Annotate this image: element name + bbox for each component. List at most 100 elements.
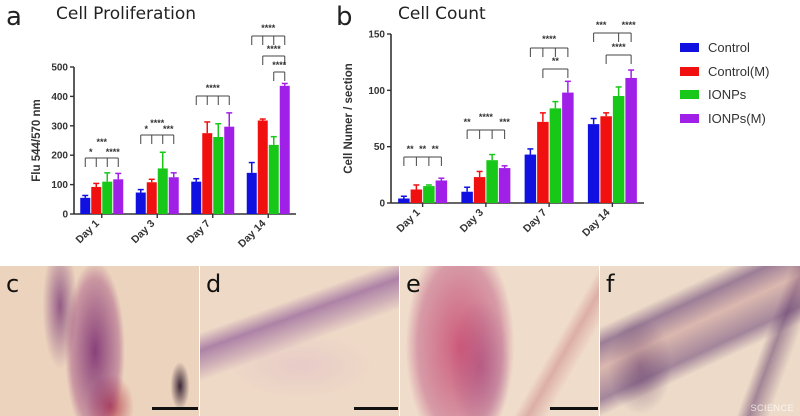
bar bbox=[191, 181, 202, 214]
chart-title-a: Cell Proliferation bbox=[56, 4, 197, 24]
bar bbox=[80, 197, 91, 214]
significance-label: **** bbox=[267, 44, 282, 54]
bar bbox=[461, 191, 473, 203]
y-tick-label: 100 bbox=[51, 180, 68, 191]
bar bbox=[410, 189, 423, 203]
bar bbox=[537, 121, 549, 203]
y-tick-label: 200 bbox=[51, 151, 68, 162]
x-tick-label: Day 3 bbox=[458, 207, 486, 235]
micrograph-c: c bbox=[0, 266, 199, 416]
bar bbox=[473, 177, 486, 203]
bar bbox=[113, 179, 124, 214]
x-tick-label: Day 1 bbox=[394, 207, 422, 235]
micrograph-d: d bbox=[200, 266, 399, 416]
bar bbox=[246, 172, 257, 214]
bar bbox=[135, 192, 146, 214]
bar bbox=[486, 160, 498, 203]
photo-label-f: f bbox=[606, 270, 615, 298]
x-tick-label: Day 7 bbox=[185, 218, 213, 246]
y-axis-label: Flu 544/570 nm bbox=[31, 99, 43, 181]
legend-item-ionps: IONPs bbox=[680, 83, 769, 107]
significance-label: **** bbox=[622, 20, 637, 30]
bar bbox=[91, 186, 102, 214]
significance-label: ** bbox=[419, 144, 427, 154]
scale-bar bbox=[550, 407, 598, 410]
significance-label: * bbox=[144, 124, 148, 134]
bar bbox=[587, 124, 600, 203]
significance-label: **** bbox=[206, 83, 221, 93]
panel-letter-b: b bbox=[336, 2, 353, 32]
bar bbox=[398, 198, 410, 203]
bar bbox=[498, 168, 511, 203]
legend-swatch-control-m bbox=[680, 66, 699, 76]
y-axis-label: Cell Numer / section bbox=[343, 63, 355, 174]
y-tick-label: 150 bbox=[368, 30, 385, 41]
legend-item-control-m: Control(M) bbox=[680, 60, 769, 84]
y-tick-label: 0 bbox=[62, 210, 68, 221]
significance-label: * bbox=[89, 147, 93, 157]
significance-label: ** bbox=[432, 144, 440, 154]
photo-label-c: c bbox=[6, 270, 20, 298]
bar bbox=[102, 181, 113, 214]
bar bbox=[157, 168, 168, 214]
bar bbox=[202, 133, 213, 214]
legend-swatch-ionps bbox=[680, 90, 699, 100]
bar bbox=[168, 177, 179, 214]
legend-item-ionps-m: IONPs(M) bbox=[680, 107, 769, 131]
bar bbox=[600, 116, 612, 203]
micrograph-e: e bbox=[400, 266, 599, 416]
y-tick-label: 300 bbox=[51, 121, 68, 132]
watermark: SCIENCE bbox=[750, 403, 794, 413]
significance-label: **** bbox=[272, 60, 287, 70]
significance-label: *** bbox=[499, 117, 510, 127]
chart-title-b: Cell Count bbox=[398, 4, 486, 24]
bar bbox=[224, 126, 235, 214]
y-tick-label: 50 bbox=[374, 142, 386, 153]
significance-label: **** bbox=[261, 23, 276, 33]
significance-label: **** bbox=[542, 34, 557, 44]
bar bbox=[423, 186, 435, 203]
x-tick-label: Day 3 bbox=[129, 218, 157, 246]
bar bbox=[625, 77, 637, 203]
significance-label: *** bbox=[596, 20, 607, 30]
photo-label-e: e bbox=[406, 270, 421, 298]
y-tick-label: 400 bbox=[51, 92, 68, 103]
legend-swatch-ionps-m bbox=[680, 113, 699, 123]
significance-label: ** bbox=[407, 144, 415, 154]
y-tick-label: 0 bbox=[379, 199, 385, 210]
significance-label: *** bbox=[163, 124, 174, 134]
bar bbox=[279, 85, 290, 214]
x-tick-label: Day 7 bbox=[521, 207, 549, 235]
bar bbox=[524, 154, 537, 203]
y-tick-label: 100 bbox=[368, 86, 385, 97]
significance-label: **** bbox=[106, 147, 121, 157]
legend-label: Control(M) bbox=[708, 63, 770, 79]
bar bbox=[612, 95, 625, 203]
legend-label: IONPs(M) bbox=[708, 110, 766, 126]
panel-letter-a: a bbox=[6, 2, 22, 32]
photo-label-d: d bbox=[206, 270, 222, 298]
x-tick-label: Day 14 bbox=[236, 218, 269, 251]
significance-label: ** bbox=[552, 56, 560, 66]
x-tick-label: Day 14 bbox=[580, 207, 613, 240]
significance-label: ** bbox=[464, 117, 472, 127]
bar bbox=[435, 180, 448, 203]
y-tick-label: 500 bbox=[51, 63, 68, 74]
significance-label: **** bbox=[150, 118, 165, 128]
significance-label: **** bbox=[612, 42, 627, 52]
scale-bar bbox=[152, 407, 198, 410]
significance-label: *** bbox=[96, 137, 107, 147]
bar bbox=[549, 108, 562, 203]
legend-swatch-control bbox=[680, 43, 699, 53]
bar bbox=[213, 136, 224, 214]
bar bbox=[562, 92, 574, 203]
micrograph-f: f SCIENCE bbox=[600, 266, 800, 416]
x-tick-label: Day 1 bbox=[74, 218, 102, 246]
significance-label: **** bbox=[479, 112, 494, 122]
legend: Control Control(M) IONPs IONPs(M) bbox=[680, 36, 769, 130]
bar bbox=[257, 120, 268, 214]
bar bbox=[146, 182, 157, 214]
legend-item-control: Control bbox=[680, 36, 769, 60]
